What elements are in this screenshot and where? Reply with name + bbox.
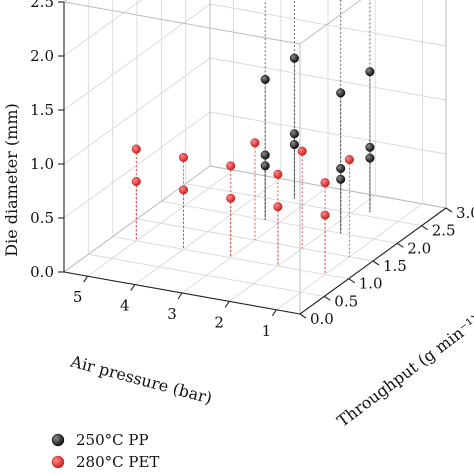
data-point-pet [320,178,330,188]
y-tick-label: 2.5 [432,222,456,240]
z-tick-label: 1.0 [30,155,54,173]
legend-label: 250°C PP [76,431,149,449]
x-axis-tick [130,284,136,291]
y-tick-label: 0.5 [334,292,358,310]
x-axis-tick [271,309,277,317]
data-point-pp [365,142,375,152]
floor-gridline [112,236,349,280]
legend-marker [51,455,65,469]
legend-label: 280°C PET [76,453,159,471]
floor-gridline [161,200,398,244]
data-point-pp [260,161,270,171]
y-tick-label: 3.0 [456,204,474,222]
data-point-pet [297,146,307,156]
data-point-pp [336,88,346,98]
data-point-pp [289,129,299,139]
y-tick-label: 2.0 [407,239,431,257]
data-point-pp [260,150,270,160]
y-axis-tick [348,278,356,284]
x-axis-tick [224,301,230,308]
data-point-pp [260,74,270,84]
data-point-pp [365,67,375,77]
data-point-pp [289,53,299,63]
y-axis-tick [396,242,404,248]
floor-gridline [88,253,325,297]
y-tick-label: 1.5 [383,257,407,275]
legend: 250°C PP 280°C PET [51,431,159,471]
y-tick-label: 1.0 [359,275,383,293]
z-tick-label: 1.5 [30,101,54,119]
data-point-pet [178,152,189,163]
data-point-pet [320,210,330,220]
data-point-pp [289,140,299,150]
data-point-pet [273,169,283,179]
z-tick-label: 2.5 [30,0,54,11]
y-tick-label: 0.0 [310,310,334,328]
y-axis-tick [445,207,453,213]
data-point-pp [365,153,375,163]
left-wall-gridline [63,3,211,111]
back-wall-gridline [209,3,447,47]
box-edge [299,0,362,45]
z-tick-label: 0.0 [30,263,54,281]
data-point-pp [336,163,346,174]
box-edge [63,165,211,273]
data-point-pet [178,185,189,195]
left-wall-gridline [63,57,211,165]
y-axis-tick [372,260,380,266]
y-axis-tick [299,313,307,319]
back-wall-gridline [209,111,447,155]
y-axis-tick [323,295,331,301]
data-point-pet [131,176,141,187]
x-tick-label: 3 [167,305,177,323]
x-tick-label: 2 [214,313,224,331]
data-point-pp [336,174,346,184]
x-tick-label: 1 [262,322,272,340]
legend-marker [51,433,65,447]
data-point-pet [131,144,141,154]
x-tick-label: 5 [73,288,83,306]
left-wall-gridline [63,111,211,219]
z-tick-label: 2.0 [30,47,54,65]
data-point-pet [226,193,236,203]
data-point-pet [250,138,260,148]
x-tick-label: 4 [120,297,130,315]
floor-gridline [185,183,422,227]
y-axis-title: Throughput (g min⁻¹) [333,311,474,431]
left-wall-gridline [63,0,142,57]
x-axis-title: Air pressure (bar) [68,351,215,407]
data-point-pet [344,155,354,165]
x-axis-tick [83,275,89,283]
y-axis-tick [421,225,429,231]
data-point-pet [226,161,236,171]
x-axis-tick [177,292,183,300]
z-axis-title: Die diameter (mm) [2,103,21,257]
box-edge [209,165,447,209]
box-edge [63,1,301,45]
z-tick-label: 0.5 [30,209,54,227]
data-point-pet [273,202,283,212]
back-wall-gridline [209,57,447,101]
